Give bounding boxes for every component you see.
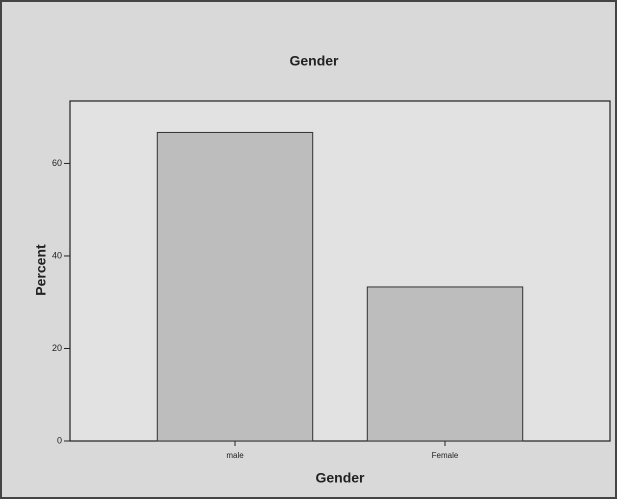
x-axis-label: Gender bbox=[315, 470, 365, 486]
y-tick-label: 0 bbox=[57, 435, 62, 445]
x-tick-label: male bbox=[226, 451, 244, 460]
bar bbox=[366, 286, 524, 442]
y-tick-label: 20 bbox=[52, 343, 62, 353]
y-tick-label: 40 bbox=[52, 250, 62, 260]
x-tick-label: Female bbox=[432, 451, 459, 460]
y-axis-label: Percent bbox=[33, 244, 49, 296]
y-tick-label: 60 bbox=[52, 158, 62, 168]
bar bbox=[156, 131, 314, 442]
plot-area bbox=[69, 100, 611, 442]
chart-title: Gender bbox=[289, 53, 339, 69]
